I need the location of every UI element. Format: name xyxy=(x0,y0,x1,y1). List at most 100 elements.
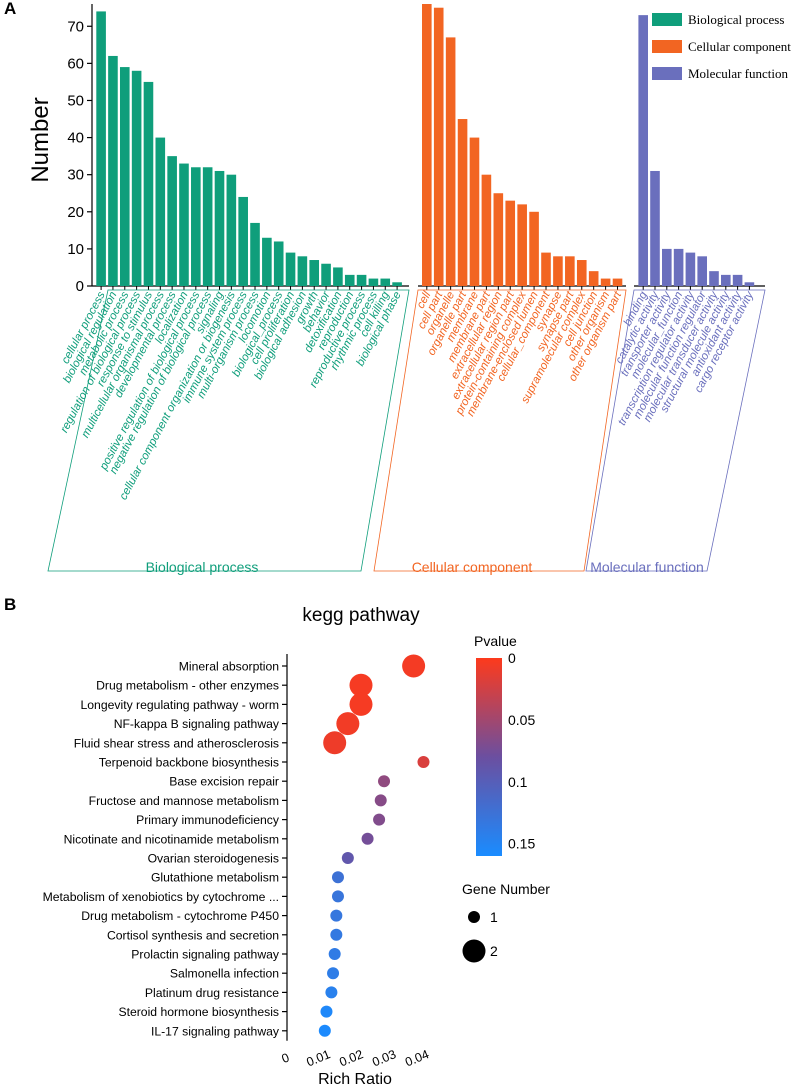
pathway-label: IL-17 signaling pathway xyxy=(151,1024,280,1038)
bar xyxy=(333,267,343,286)
pathway-label: Fluid shear stress and atherosclerosis xyxy=(74,736,279,750)
pathway-label: Steroid hormone biosynthesis xyxy=(118,1005,279,1019)
bar xyxy=(143,81,154,286)
bar xyxy=(541,252,551,286)
x-tick-label: 0.02 xyxy=(337,1047,365,1069)
bar xyxy=(529,211,539,286)
size-legend-label: 1 xyxy=(490,909,498,925)
y-tick-label: 70 xyxy=(67,18,84,35)
bar xyxy=(297,256,308,286)
bar xyxy=(167,156,177,286)
pathway-label: Terpenoid backbone biosynthesis xyxy=(99,756,279,770)
pathway-label: Cortisol synthesis and secretion xyxy=(107,928,279,942)
bar xyxy=(392,282,402,286)
legend-swatch xyxy=(652,13,682,26)
bubble-chart-points xyxy=(318,654,430,1037)
bar xyxy=(285,252,296,286)
colorbar-tick-label: 0.1 xyxy=(508,774,528,790)
colorbar-tick-label: 0 xyxy=(508,650,516,666)
bar xyxy=(96,11,106,287)
bar xyxy=(612,278,623,286)
data-point xyxy=(331,871,344,884)
pathway-label: Mineral absorption xyxy=(179,660,279,674)
bar xyxy=(662,248,672,286)
bar xyxy=(262,237,272,286)
data-point xyxy=(374,794,387,807)
bar xyxy=(344,274,355,286)
colorbar-tick-label: 0.05 xyxy=(508,712,535,728)
legend-label: Biological process xyxy=(688,12,784,27)
bar xyxy=(709,271,719,286)
bubble-chart-title: kegg pathway xyxy=(302,605,420,626)
x-tick-label: 0.01 xyxy=(304,1047,332,1069)
y-axis-title: Number xyxy=(27,97,54,182)
pathway-label: Fructose and mannose metabolism xyxy=(89,794,279,808)
colorbar-tick-label: 0.15 xyxy=(508,836,535,852)
y-tick-label: 30 xyxy=(67,167,84,184)
bar xyxy=(250,222,260,286)
x-tick-label: 0 xyxy=(280,1050,292,1066)
size-legend-dot-small xyxy=(468,911,480,923)
bubble-chart-axes: Mineral absorption Drug metabolism - othe… xyxy=(43,654,431,1069)
group-brackets: Biological process Cellular component Mole… xyxy=(47,289,766,575)
bar xyxy=(673,248,684,286)
size-legend-title: Gene Number xyxy=(462,881,550,897)
size-legend-dot-large xyxy=(462,939,486,963)
group-bracket xyxy=(373,289,627,572)
data-point xyxy=(341,852,354,864)
bar xyxy=(226,174,237,286)
size-legend-label: 2 xyxy=(490,943,498,959)
y-tick-label: 0 xyxy=(76,278,84,295)
bar xyxy=(744,282,755,286)
bar xyxy=(214,170,225,286)
data-point xyxy=(417,756,430,768)
bar xyxy=(179,163,189,286)
data-point xyxy=(402,654,426,678)
pathway-label: Drug metabolism - cytochrome P450 xyxy=(81,909,279,923)
pathway-label: Prolactin signaling pathway xyxy=(131,948,280,962)
bar xyxy=(685,252,696,286)
panel-a-label: A xyxy=(4,0,16,18)
pathway-label: Primary immunodeficiency xyxy=(136,813,280,827)
bar xyxy=(457,119,468,287)
pathway-label: Nicotinate and nicotinamide metabolism xyxy=(64,832,279,846)
bar xyxy=(273,241,284,286)
legend-swatch xyxy=(652,67,682,80)
pathway-label: Longevity regulating pathway - worm xyxy=(81,698,280,712)
bar xyxy=(600,278,611,286)
bar xyxy=(505,200,516,286)
bar xyxy=(445,37,456,286)
data-point xyxy=(323,731,347,755)
bar xyxy=(422,4,432,286)
data-point xyxy=(320,1005,333,1018)
pathway-label: Drug metabolism - other enzymes xyxy=(96,679,279,693)
bar xyxy=(131,70,142,286)
data-point xyxy=(330,909,343,922)
data-point xyxy=(318,1024,331,1037)
bar xyxy=(119,67,130,286)
data-point xyxy=(336,712,360,736)
gene-number-legend: Gene Number 1 2 xyxy=(462,881,550,963)
data-point xyxy=(378,775,391,788)
legend-label: Molecular function xyxy=(688,66,788,81)
pathway-label: Metabolism of xenobiotics by cytochrome … xyxy=(43,890,279,904)
bar xyxy=(368,278,379,286)
pathway-label: Ovarian steroidogenesis xyxy=(148,852,279,866)
bar xyxy=(650,170,660,286)
data-point xyxy=(349,673,373,697)
bar xyxy=(433,7,444,286)
bar xyxy=(576,260,587,286)
pathway-label: Glutathione metabolism xyxy=(151,871,279,885)
colorbar-ramp xyxy=(476,658,502,856)
pathway-label: Platinum drug resistance xyxy=(145,986,279,1000)
data-point xyxy=(327,967,340,980)
data-point xyxy=(349,692,373,716)
bar xyxy=(588,271,599,286)
group-label: Biological process xyxy=(146,559,259,575)
bar xyxy=(721,274,731,286)
group-label: Cellular component xyxy=(412,559,533,575)
data-point xyxy=(325,986,338,999)
